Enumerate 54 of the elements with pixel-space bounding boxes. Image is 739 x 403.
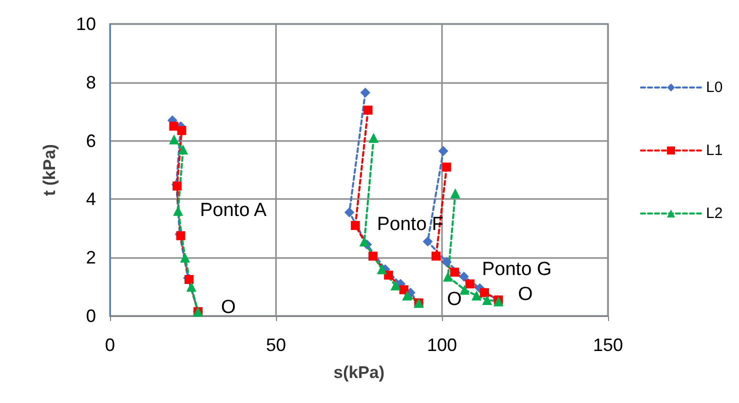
annotation: O [447,289,462,310]
point [442,272,453,282]
legend-label: L0 [706,79,723,96]
point [422,236,433,247]
annotation: Ponto G [482,259,552,280]
y-tick-label: 6 [86,130,96,151]
point [480,288,489,298]
point [472,290,482,301]
point [169,122,178,131]
point [465,279,474,288]
legend-label: L2 [706,205,723,222]
point [173,206,184,216]
point [368,132,379,143]
y-tick-label: 8 [86,72,96,92]
point [363,106,372,115]
annotation: O [518,284,533,305]
point [432,252,441,261]
point [450,188,460,198]
point [458,272,469,282]
point [360,88,370,98]
point [450,268,460,277]
x-axis-title: s(kPa) [333,363,385,382]
annotation: Ponto A [200,200,267,221]
point [177,126,186,136]
point [442,256,452,267]
point [180,252,190,263]
x-tick-label: 150 [592,335,624,355]
y-tick-label: 2 [86,248,96,268]
point [368,252,378,261]
point [460,284,470,295]
y-tick-label: 0 [86,306,96,326]
point [169,134,180,144]
point [178,144,188,155]
y-tick-label: 4 [86,189,96,210]
point [350,220,360,230]
point [376,264,387,274]
x-tick-label: 50 [266,335,286,355]
point [442,162,452,172]
legend-label: L1 [706,142,723,159]
point [390,280,401,290]
x-tick-label: 100 [426,335,458,355]
annotation: O [221,297,236,318]
y-axis-title: t (kPa) [40,144,59,196]
point [482,294,492,305]
point [402,290,412,301]
x-tick-label: 0 [104,335,116,355]
point [384,270,394,280]
point [344,207,354,218]
y-tick-label: 10 [76,14,96,34]
annotation: Ponto F [377,214,444,235]
point [186,282,196,292]
point [399,285,408,294]
point [438,146,448,156]
point [359,236,370,247]
